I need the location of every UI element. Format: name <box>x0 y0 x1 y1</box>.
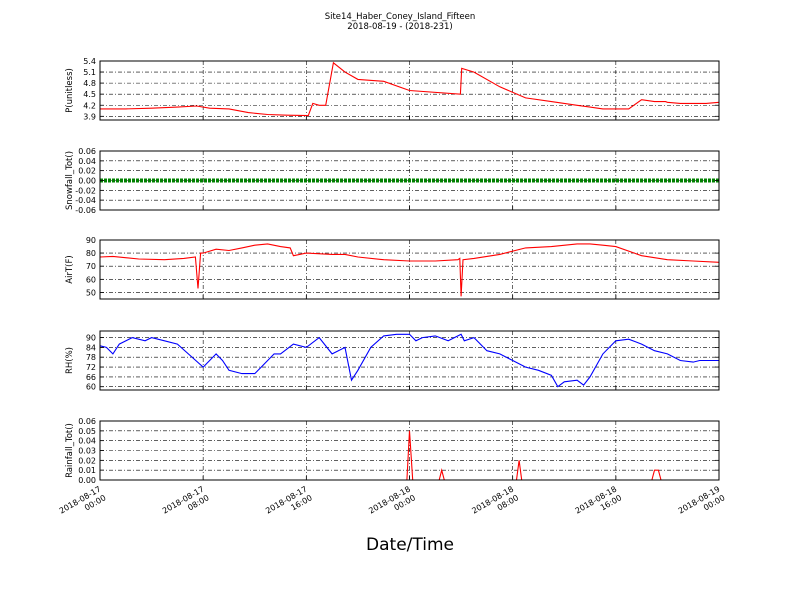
y-tick-label: 5.4 <box>83 57 96 66</box>
y-tick-label: 0.02 <box>78 456 96 465</box>
y-tick-label: 50 <box>86 288 96 297</box>
panel-5: 0.000.010.020.030.040.050.06Rainfall_Tot… <box>65 417 720 485</box>
y-tick-label: 90 <box>86 334 96 343</box>
y-tick-label: 0.02 <box>78 167 96 176</box>
chart-subtitle: 2018-08-19 - (2018-231) <box>347 22 452 32</box>
series-line <box>100 61 720 117</box>
y-tick-label: 60 <box>86 383 96 392</box>
y-tick-label: 4.8 <box>83 79 96 88</box>
y-tick-label: 70 <box>86 262 96 271</box>
y-tick-label: 5.1 <box>83 68 96 77</box>
y-tick-label: 0.05 <box>78 427 96 436</box>
panel-3: 50 60 70 80 90 AirT(F) <box>65 236 720 300</box>
y-tick-label: 3.9 <box>83 112 96 121</box>
y-axis-label: RH(%) <box>65 347 75 374</box>
y-axis-label: Snowfall_Tot() <box>65 151 75 210</box>
y-tick-label: -0.02 <box>75 186 96 195</box>
y-tick-label: 4.5 <box>83 90 96 99</box>
y-tick-label: 72 <box>86 363 96 372</box>
y-tick-label: 0.00 <box>78 476 96 485</box>
y-tick-label: 0.04 <box>78 437 96 446</box>
y-axis-label: Rainfall_Tot() <box>65 423 75 478</box>
y-tick-label: 0.06 <box>78 147 96 156</box>
y-tick-label: 0.04 <box>78 157 96 166</box>
panels: 3.9 4.2 4.5 4.8 5.1 5.4 P(unitless) -0.06-0.04-… <box>65 57 720 485</box>
series-line <box>99 243 720 297</box>
y-tick-label: 4.2 <box>83 101 96 110</box>
y-tick-label: 0.03 <box>78 447 96 456</box>
y-tick-label: 0.06 <box>78 417 96 426</box>
y-tick-label: 90 <box>86 236 96 245</box>
panel-1: 3.9 4.2 4.5 4.8 5.1 5.4 P(unitless) <box>65 57 720 121</box>
y-tick-label: -0.04 <box>75 196 96 205</box>
y-tick-label: 84 <box>86 343 96 352</box>
y-tick-label: 80 <box>86 249 96 258</box>
series-line <box>99 333 719 388</box>
y-tick-label: -0.06 <box>75 206 96 215</box>
chart-title: Site14_Haber_Coney_Island_Fifteen <box>325 12 476 22</box>
y-axis-label: P(unitless) <box>65 68 75 113</box>
y-tick-label: 78 <box>86 353 96 362</box>
y-axis-label: AirT(F) <box>65 255 75 283</box>
x-axis-label: Date/Time <box>366 535 454 555</box>
y-tick-label: 0.00 <box>78 177 96 186</box>
y-tick-label: 66 <box>86 373 96 382</box>
panel-2: -0.06-0.04-0.020.000.020.040.06Snowfall_… <box>65 147 720 215</box>
y-tick-label: 0.01 <box>78 466 96 475</box>
y-tick-label: 60 <box>86 275 96 284</box>
